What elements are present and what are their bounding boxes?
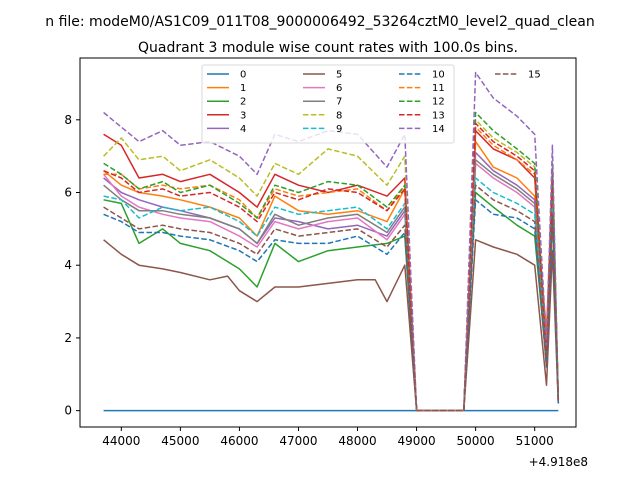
legend-label-2: 2 [240,97,246,108]
x-offset-label: +4.918e8 [529,455,588,469]
legend-label-10: 10 [432,70,445,81]
y-tick-label: 0 [64,404,72,418]
x-tick-label: 44000 [102,434,140,448]
series-line-5 [103,239,560,412]
y-tick-label: 2 [64,331,72,345]
legend-label-14: 14 [432,124,445,135]
legend-label-12: 12 [432,97,445,108]
legend-label-0: 0 [240,70,246,81]
legend-label-7: 7 [336,97,342,108]
x-tick-label: 48000 [338,434,376,448]
legend-label-15: 15 [528,70,541,81]
legend-label-1: 1 [240,83,246,94]
y-tick-label: 8 [64,113,72,127]
series-line-10 [103,199,560,412]
series-line-9 [103,177,560,412]
series-line-15 [103,184,560,412]
legend-label-11: 11 [432,83,445,94]
plot-frame [79,57,577,428]
series-line-7 [103,159,560,412]
series-lines [103,71,560,412]
x-tick-label: 46000 [220,434,258,448]
series-line-8 [103,119,560,412]
x-tick-label: 45000 [161,434,199,448]
legend-label-13: 13 [432,110,445,121]
series-line-6 [103,162,560,412]
chart-title: Quadrant 3 module wise count rates with … [138,40,518,56]
legend-label-9: 9 [336,124,342,135]
x-tick-label: 51000 [516,434,554,448]
y-tick-label: 6 [64,186,72,200]
legend-label-8: 8 [336,110,342,121]
series-line-12 [103,111,560,412]
chart-suptitle: n file: modeM0/AS1C09_011T08_9000006492_… [45,14,594,30]
x-tick-label: 49000 [397,434,435,448]
legend-label-5: 5 [336,70,342,81]
y-tick-label: 4 [64,258,72,272]
series-line-11 [103,126,560,412]
legend-label-4: 4 [240,124,246,135]
x-tick-label: 50000 [457,434,495,448]
series-line-1 [103,140,560,412]
legend-label-6: 6 [336,83,342,94]
series-line-2 [103,191,560,412]
legend-label-3: 3 [240,110,246,121]
legend-box [201,64,455,144]
x-axis: 44000 45000 46000 47000 48000 49000 50000 51000 [102,427,554,448]
y-axis: 0 2 4 6 8 [64,113,80,418]
x-tick-label: 47000 [279,434,317,448]
